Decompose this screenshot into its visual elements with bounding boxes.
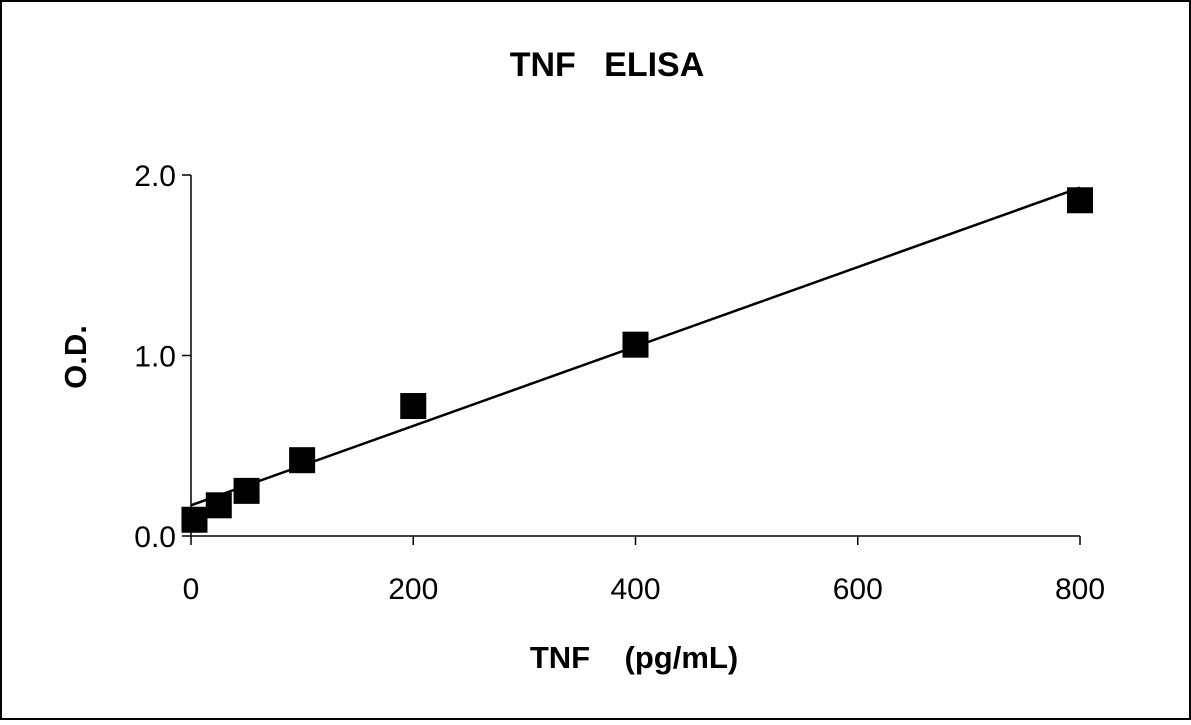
data-point [289,447,316,474]
chart-title: TNF ELISA [510,46,705,84]
y-axis-title: O.D. [58,325,93,389]
data-point [1067,187,1093,214]
y-tick-label: 1.0 [134,341,176,374]
x-tick-label: 400 [610,573,660,606]
x-tick-label: 200 [388,573,438,606]
y-tick-label: 2.0 [134,160,176,193]
data-point [400,393,427,420]
y-axis-ticks: 0.0 1.0 2.0 [134,160,191,554]
y-tick-label: 0.0 [134,521,176,554]
x-tick-label: 0 [183,573,200,606]
x-axis-ticks: 0 200 400 600 800 [183,536,1105,606]
x-tick-label: 600 [833,573,883,606]
data-point [205,492,232,519]
data-points-layer [181,187,1093,533]
x-tick-label: 800 [1055,573,1105,606]
data-point [181,506,208,533]
data-point [622,331,649,358]
data-point [233,477,260,504]
x-axis-title: TNF (pg/mL) [530,640,738,675]
